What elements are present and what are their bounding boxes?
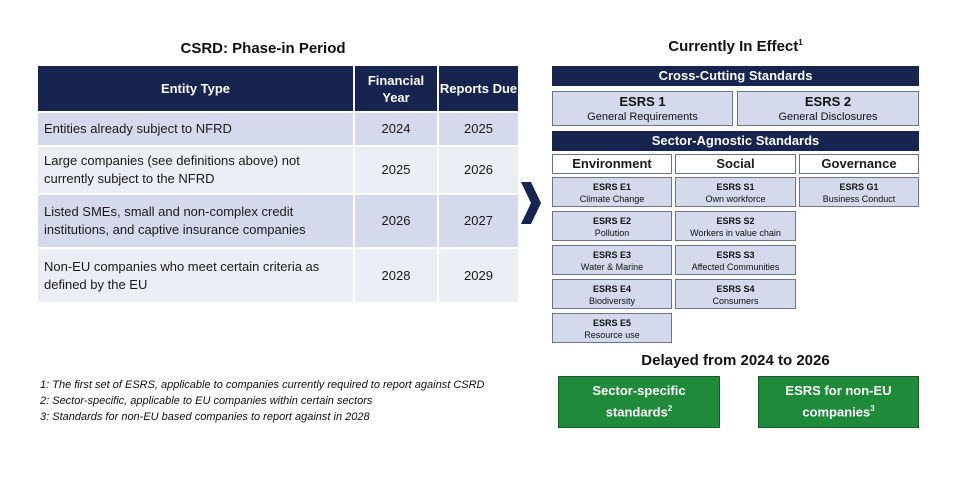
sector-specific-standards-box: Sector-specific standards2 bbox=[558, 376, 720, 428]
footnote-2: 2: Sector-specific, applicable to EU com… bbox=[40, 395, 373, 407]
esrs-g1-box: ESRS G1 Business Conduct bbox=[799, 177, 919, 207]
footnote-ref: 3 bbox=[870, 404, 875, 414]
esrs-s3-box: ESRS S3 Affected Communities bbox=[675, 245, 796, 275]
esrs-2-box: ESRS 2 General Disclosures bbox=[737, 91, 919, 126]
header-financial-year: Financial Year bbox=[354, 66, 439, 112]
table-row: Non-EU companies who meet certain criter… bbox=[38, 247, 518, 302]
esrs-s4-box: ESRS S4 Consumers bbox=[675, 279, 796, 309]
esrs-e3-box: ESRS E3 Water & Marine bbox=[552, 245, 672, 275]
reports-due-cell: 2025 bbox=[438, 111, 518, 146]
reports-due-cell: 2026 bbox=[438, 145, 518, 194]
table-row: Entities already subject to NFRD 2024 20… bbox=[38, 111, 518, 146]
standard-name: General Disclosures bbox=[778, 111, 878, 123]
reports-due-cell: 2027 bbox=[438, 193, 518, 248]
standard-name: General Requirements bbox=[587, 111, 698, 123]
in-effect-title: Currently In Effect1 bbox=[668, 38, 803, 55]
delayed-title: Delayed from 2024 to 2026 bbox=[641, 352, 830, 369]
financial-year-cell: 2025 bbox=[354, 145, 439, 194]
table-header-row: Entity Type Financial Year Reports Due bbox=[38, 66, 518, 112]
footnotes: 1: The first set of ESRS, applicable to … bbox=[40, 377, 540, 425]
standard-name: Workers in value chain bbox=[690, 228, 781, 238]
standard-name: Own workforce bbox=[705, 194, 766, 204]
standard-name: Pollution bbox=[594, 228, 630, 238]
esrs-e2-box: ESRS E2 Pollution bbox=[552, 211, 672, 241]
entity-cell: Listed SMEs, small and non-complex credi… bbox=[38, 193, 355, 248]
standard-code: ESRS 1 bbox=[619, 94, 666, 109]
sector-agnostic-header: Sector-Agnostic Standards bbox=[552, 131, 919, 151]
esrs-e1-box: ESRS E1 Climate Change bbox=[552, 177, 672, 207]
esrs-e4-box: ESRS E4 Biodiversity bbox=[552, 279, 672, 309]
reports-due-cell: 2029 bbox=[438, 247, 518, 302]
header-entity-type: Entity Type bbox=[38, 66, 355, 112]
footnote-ref: 2 bbox=[667, 404, 673, 414]
standard-name: Affected Communities bbox=[691, 262, 780, 272]
standard-name: Consumers bbox=[712, 296, 759, 306]
standard-code: ESRS E5 bbox=[592, 318, 632, 328]
entity-cell: Large companies (see definitions above) … bbox=[38, 145, 355, 194]
footnote-ref: 1 bbox=[798, 38, 803, 47]
standard-code: ESRS S4 bbox=[716, 284, 755, 294]
esrs-s1-box: ESRS S1 Own workforce bbox=[675, 177, 796, 207]
standard-name: Water & Marine bbox=[580, 262, 644, 272]
delayed-label: ESRS for non-EU companies3 bbox=[785, 383, 892, 420]
standard-code: ESRS E4 bbox=[592, 284, 632, 294]
esrs-e5-box: ESRS E5 Resource use bbox=[552, 313, 672, 343]
pillar-governance: Governance bbox=[799, 154, 919, 174]
phase-in-table: Entity Type Financial Year Reports Due E… bbox=[38, 66, 518, 302]
financial-year-cell: 2026 bbox=[354, 193, 439, 248]
esrs-1-box: ESRS 1 General Requirements bbox=[552, 91, 733, 126]
standard-code: ESRS E2 bbox=[592, 216, 632, 226]
entity-cell: Entities already subject to NFRD bbox=[38, 111, 355, 146]
standard-code: ESRS E1 bbox=[592, 182, 632, 192]
pillar-environment: Environment bbox=[552, 154, 672, 174]
footnote-1: 1: The first set of ESRS, applicable to … bbox=[40, 379, 485, 391]
chevron-right-icon bbox=[519, 182, 543, 229]
cross-cutting-header: Cross-Cutting Standards bbox=[552, 66, 919, 86]
table-row: Large companies (see definitions above) … bbox=[38, 145, 518, 194]
entity-cell: Non-EU companies who meet certain criter… bbox=[38, 247, 355, 302]
esrs-s2-box: ESRS S2 Workers in value chain bbox=[675, 211, 796, 241]
footnote-3: 3: Standards for non-EU based companies … bbox=[40, 411, 370, 423]
standard-code: ESRS S2 bbox=[716, 216, 755, 226]
pillar-social: Social bbox=[675, 154, 796, 174]
esrs-non-eu-box: ESRS for non-EU companies3 bbox=[758, 376, 919, 428]
standard-code: ESRS 2 bbox=[804, 94, 852, 109]
standard-name: Resource use bbox=[584, 330, 640, 340]
standard-code: ESRS G1 bbox=[839, 182, 879, 192]
standard-name: Business Conduct bbox=[822, 194, 896, 204]
standard-name: Climate Change bbox=[579, 194, 645, 204]
standard-code: ESRS E3 bbox=[592, 250, 632, 260]
table-row: Listed SMEs, small and non-complex credi… bbox=[38, 193, 518, 248]
standard-code: ESRS S1 bbox=[716, 182, 755, 192]
standard-name: Biodiversity bbox=[588, 296, 635, 306]
financial-year-cell: 2028 bbox=[354, 247, 439, 302]
financial-year-cell: 2024 bbox=[354, 111, 439, 146]
standard-code: ESRS S3 bbox=[716, 250, 755, 260]
phase-in-title: CSRD: Phase-in Period bbox=[180, 40, 346, 57]
header-reports-due: Reports Due bbox=[438, 66, 518, 112]
delayed-label: Sector-specific standards2 bbox=[592, 383, 686, 420]
